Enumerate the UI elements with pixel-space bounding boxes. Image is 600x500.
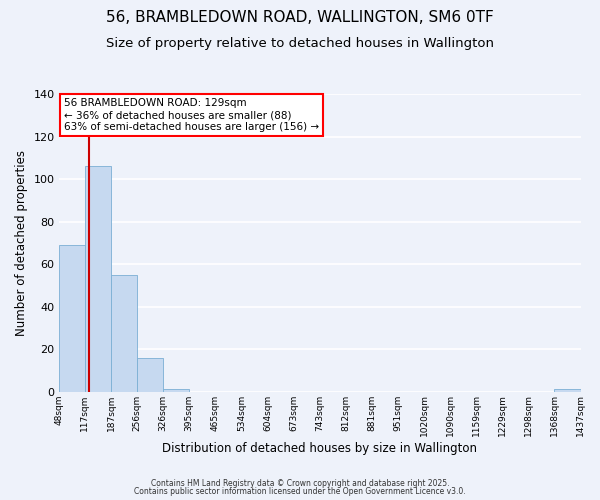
Y-axis label: Number of detached properties: Number of detached properties bbox=[15, 150, 28, 336]
Text: 56, BRAMBLEDOWN ROAD, WALLINGTON, SM6 0TF: 56, BRAMBLEDOWN ROAD, WALLINGTON, SM6 0T… bbox=[106, 10, 494, 25]
Bar bbox=[163, 390, 189, 392]
Text: 56 BRAMBLEDOWN ROAD: 129sqm
← 36% of detached houses are smaller (88)
63% of sem: 56 BRAMBLEDOWN ROAD: 129sqm ← 36% of det… bbox=[64, 98, 319, 132]
Text: Contains public sector information licensed under the Open Government Licence v3: Contains public sector information licen… bbox=[134, 487, 466, 496]
Bar bbox=[59, 245, 85, 392]
Text: Size of property relative to detached houses in Wallington: Size of property relative to detached ho… bbox=[106, 38, 494, 51]
Bar bbox=[85, 166, 111, 392]
Bar bbox=[111, 274, 137, 392]
X-axis label: Distribution of detached houses by size in Wallington: Distribution of detached houses by size … bbox=[162, 442, 477, 455]
Text: Contains HM Land Registry data © Crown copyright and database right 2025.: Contains HM Land Registry data © Crown c… bbox=[151, 478, 449, 488]
Bar bbox=[137, 358, 163, 392]
Bar bbox=[554, 390, 581, 392]
